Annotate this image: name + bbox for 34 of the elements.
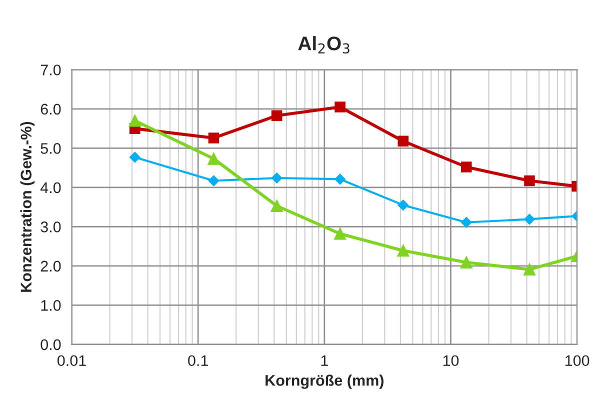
- point: [334, 174, 346, 185]
- y-tick-label: 2.0: [40, 260, 61, 272]
- point: [460, 256, 472, 268]
- x-tick-label: 10: [443, 355, 459, 366]
- point: [524, 175, 535, 186]
- point: [270, 200, 283, 212]
- point: [397, 244, 410, 257]
- x-tick-label: 1: [321, 355, 328, 366]
- y-axis-title: Konzentration (Gew.-%): [20, 122, 35, 292]
- point: [334, 102, 346, 112]
- y-tick-label: 3.0: [40, 222, 61, 232]
- point: [523, 263, 536, 276]
- chart-title: Al$_{2}$O$_{3}$: [298, 36, 350, 54]
- y-tick-label: 1.0: [41, 300, 61, 311]
- y-tick-label: 5.0: [40, 143, 61, 154]
- point: [271, 110, 282, 121]
- point: [461, 162, 472, 172]
- point: [524, 214, 535, 225]
- point: [208, 175, 220, 186]
- x-tick-label: 0.01: [57, 355, 86, 366]
- point: [398, 200, 409, 211]
- point: [271, 172, 282, 184]
- y-tick-label: 7.0: [40, 64, 61, 76]
- x-tick-label: 100: [565, 355, 590, 366]
- y-tick-label: 4.0: [40, 182, 61, 194]
- point: [398, 136, 409, 147]
- x-axis-title: Korngröße (mm): [266, 374, 384, 389]
- point: [208, 152, 220, 165]
- point: [208, 132, 220, 144]
- x-tick-label: 0.1: [188, 355, 208, 366]
- y-tick-label: 6.0: [40, 104, 61, 115]
- y-tick-label: 0.0: [40, 339, 61, 350]
- point: [460, 216, 472, 228]
- point: [334, 228, 346, 240]
